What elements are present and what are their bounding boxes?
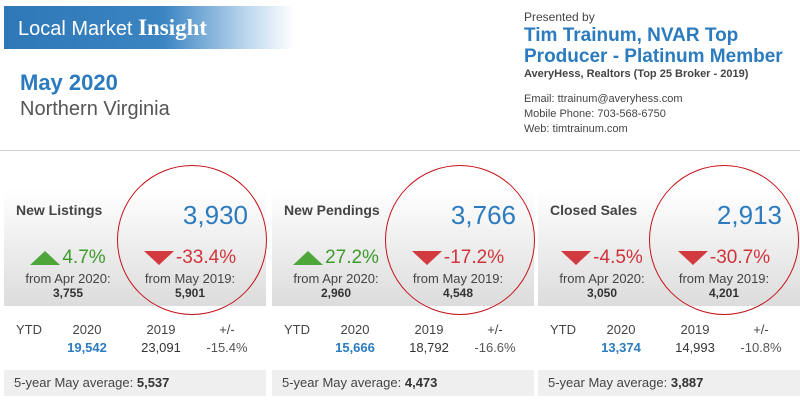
ytd-label: YTD — [550, 322, 576, 337]
monthly-from-value: 3,755 — [52, 286, 84, 300]
ytd-current-value: 15,666 — [335, 340, 375, 355]
avg-label-text: 5-year May average: — [548, 375, 668, 390]
ytd-current-col: 2020 19,542 — [52, 322, 122, 355]
ytd-section: YTD 2020 13,374 2019 14,993 +/- -10.8% — [538, 306, 800, 366]
ytd-section: YTD 2020 19,542 2019 23,091 +/- -15.4% — [4, 306, 266, 366]
panel-title: New Listings — [16, 202, 103, 218]
ytd-prior-year: 2019 — [680, 322, 710, 337]
ytd-current-year: 2020 — [72, 322, 102, 337]
ytd-change-col: +/- -16.6% — [460, 322, 530, 355]
monthly-change: 4.7% from Apr 2020: 3,755 — [8, 247, 128, 300]
highlight-circle-pendings — [385, 165, 535, 315]
agent-web: Web: timtrainum.com — [524, 123, 628, 135]
ytd-prior-value: 23,091 — [141, 340, 181, 355]
panel-title: New Pendings — [284, 202, 380, 218]
ytd-section: YTD 2020 15,666 2019 18,792 +/- -16.6% — [272, 306, 534, 366]
monthly-pct-value: 27.2% — [325, 247, 379, 268]
ytd-prior-col: 2019 23,091 — [126, 322, 196, 355]
monthly-from-label: from Apr 2020: — [293, 271, 379, 286]
ytd-change-col: +/- -10.8% — [726, 322, 796, 355]
presenter-block: Presented by Tim Trainum, NVAR Top Produ… — [524, 10, 800, 137]
report-period: May 2020 — [20, 70, 118, 95]
ytd-prior-col: 2019 18,792 — [394, 322, 464, 355]
monthly-from-label: from Apr 2020: — [559, 271, 645, 286]
ytd-change-value: -10.8% — [740, 340, 782, 355]
avg-value: 4,473 — [404, 375, 438, 390]
ytd-change-value: -15.4% — [206, 340, 248, 355]
monthly-change: 27.2% from Apr 2020: 2,960 — [276, 247, 396, 300]
agent-email: Email: ttrainum@averyhess.com — [524, 93, 683, 105]
monthly-from-label: from Apr 2020: — [25, 271, 111, 286]
ytd-label: YTD — [284, 322, 310, 337]
highlight-circle-closed — [649, 165, 799, 315]
avg-label: 5-year May average: 5,537 — [14, 375, 169, 390]
banner-title-bold: Insight — [138, 15, 208, 40]
banner-title-regular: Local Market — [18, 18, 133, 40]
ytd-change-header: +/- — [219, 322, 235, 337]
avg-label-text: 5-year May average: — [14, 375, 134, 390]
arrow-up-icon — [30, 251, 61, 265]
five-year-average: 5-year May average: 4,473 — [272, 370, 534, 396]
monthly-change: -4.5% from Apr 2020: 3,050 — [542, 247, 662, 300]
arrow-up-icon — [293, 251, 324, 265]
ytd-change-header: +/- — [487, 322, 503, 337]
presented-by-label: Presented by — [524, 10, 595, 24]
ytd-prior-year: 2019 — [414, 322, 444, 337]
monthly-change-pct: 4.7% — [30, 247, 106, 269]
monthly-from-value: 2,960 — [320, 286, 352, 300]
monthly-change-pct: 27.2% — [293, 247, 379, 269]
monthly-from-value: 3,050 — [586, 286, 618, 300]
ytd-current-value: 13,374 — [601, 340, 641, 355]
ytd-change-header: +/- — [753, 322, 769, 337]
panel-title: Closed Sales — [550, 202, 638, 218]
header-banner: Local Market Insight — [4, 6, 294, 49]
ytd-current-value: 19,542 — [67, 340, 107, 355]
agent-name: Tim Trainum, NVAR Top Producer - Platinu… — [524, 25, 783, 67]
banner-title: Local Market Insight — [18, 15, 207, 41]
avg-value: 3,887 — [670, 375, 704, 390]
avg-label-text: 5-year May average: — [282, 375, 402, 390]
ytd-change-col: +/- -15.4% — [192, 322, 262, 355]
report-region: Northern Virginia — [20, 98, 170, 120]
monthly-pct-value: -4.5% — [593, 247, 643, 268]
ytd-prior-value: 14,993 — [675, 340, 715, 355]
arrow-down-icon — [561, 251, 592, 265]
avg-value: 5,537 — [136, 375, 170, 390]
ytd-prior-col: 2019 14,993 — [660, 322, 730, 355]
ytd-current-year: 2020 — [340, 322, 370, 337]
ytd-current-col: 2020 15,666 — [320, 322, 390, 355]
ytd-prior-value: 18,792 — [409, 340, 449, 355]
five-year-average: 5-year May average: 5,537 — [4, 370, 266, 396]
avg-label: 5-year May average: 4,473 — [282, 375, 437, 390]
avg-label: 5-year May average: 3,887 — [548, 375, 703, 390]
brokerage-name: AveryHess, Realtors (Top 25 Broker - 201… — [524, 68, 749, 80]
agent-phone: Mobile Phone: 703-568-6750 — [524, 108, 666, 120]
ytd-change-value: -16.6% — [474, 340, 516, 355]
monthly-pct-value: 4.7% — [62, 247, 106, 268]
highlight-circle-listings — [117, 165, 267, 315]
five-year-average: 5-year May average: 3,887 — [538, 370, 800, 396]
ytd-current-year: 2020 — [606, 322, 636, 337]
monthly-change-pct: -4.5% — [561, 247, 643, 269]
ytd-prior-year: 2019 — [146, 322, 176, 337]
ytd-current-col: 2020 13,374 — [586, 322, 656, 355]
ytd-label: YTD — [16, 322, 42, 337]
header-divider — [0, 150, 800, 151]
